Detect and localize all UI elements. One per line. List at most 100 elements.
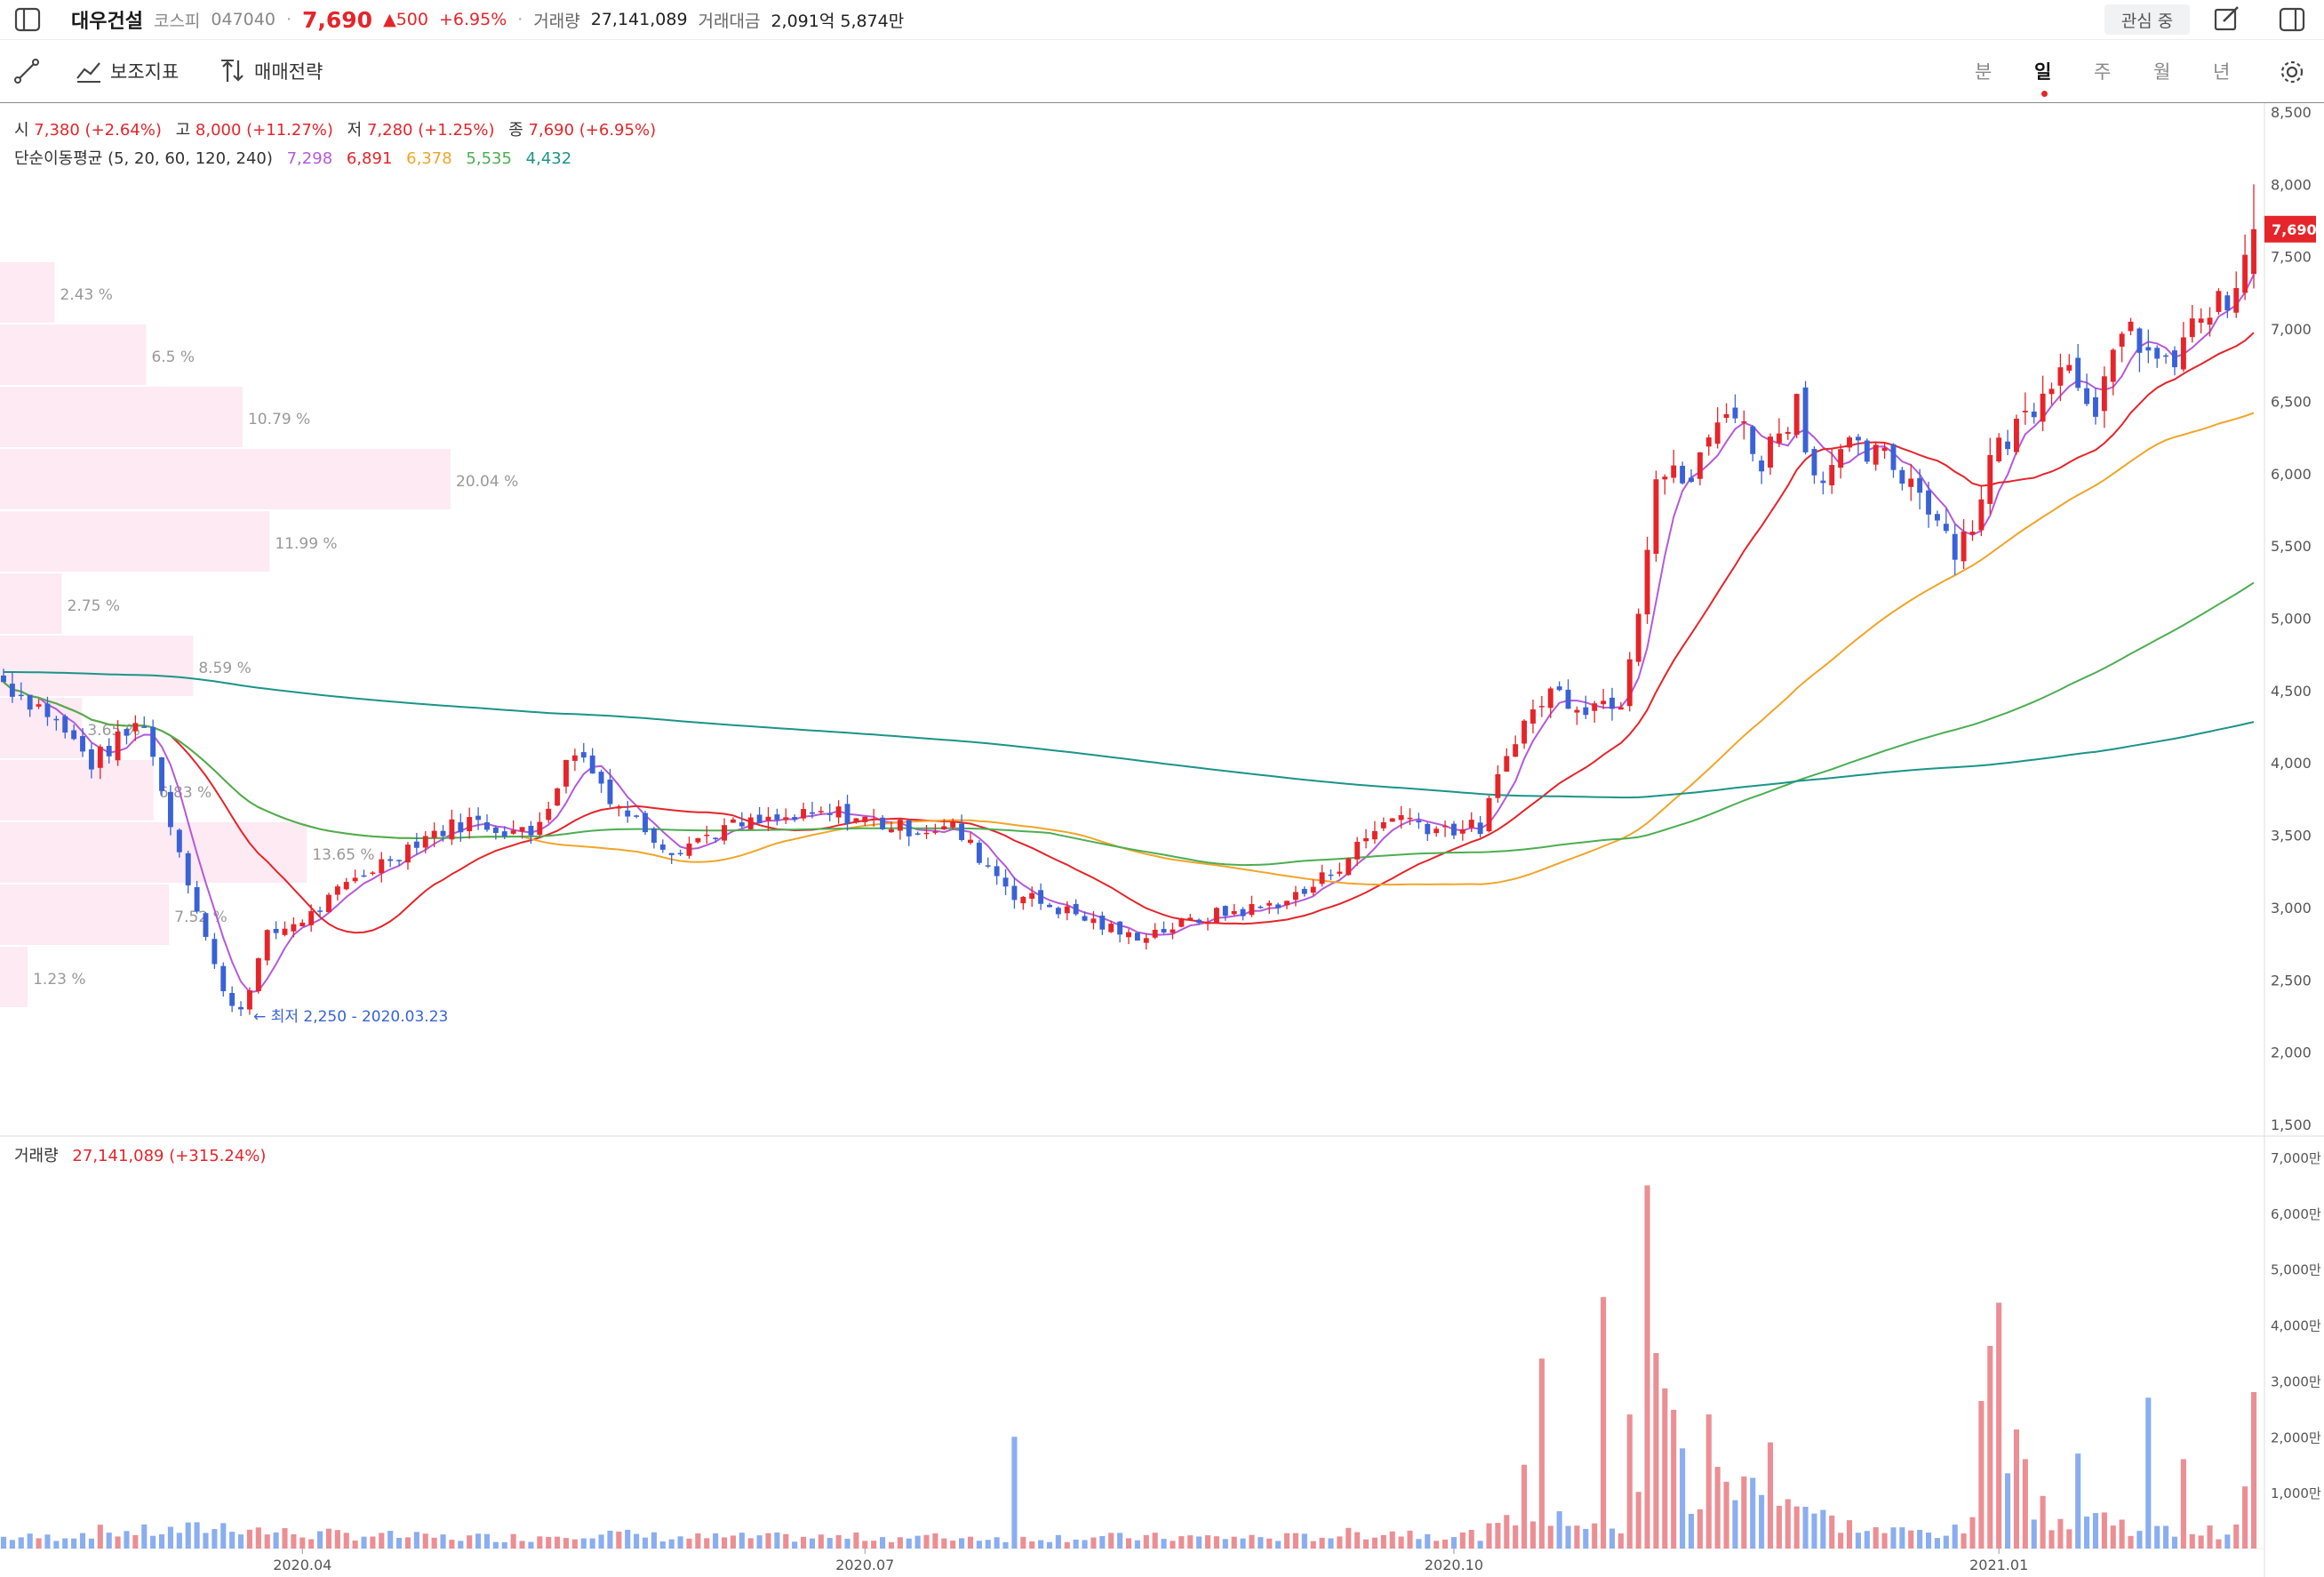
indicator-button[interactable]: 보조지표 bbox=[75, 56, 179, 86]
low-annotation: ← 최저 2,250 - 2020.03.23 bbox=[253, 1008, 448, 1026]
candle-body bbox=[976, 842, 982, 863]
edit-icon[interactable] bbox=[2211, 5, 2243, 34]
volume-bar bbox=[765, 1533, 771, 1549]
candle-body bbox=[2128, 321, 2134, 332]
ma5-line bbox=[3, 274, 2255, 994]
candle-body bbox=[1626, 659, 1633, 707]
profile-bar bbox=[0, 573, 62, 634]
volume-bar bbox=[449, 1540, 455, 1549]
volume-tick-label: 6,000만 bbox=[2271, 1206, 2321, 1222]
volume-bar bbox=[510, 1533, 516, 1549]
candle-body bbox=[528, 826, 534, 836]
candle-body bbox=[1732, 407, 1738, 419]
candle-body bbox=[2005, 441, 2011, 450]
price-axis: 8,500 8,000 7,500 7,000 6,500 6,000 5,500 5,000… bbox=[2264, 104, 2317, 1133]
volume-bar bbox=[1495, 1523, 1501, 1549]
candle-body bbox=[1996, 437, 2002, 461]
candle-body bbox=[1776, 433, 1782, 444]
low-value: 7,280 (+1.25%) bbox=[366, 121, 495, 140]
volume-bar bbox=[79, 1533, 86, 1549]
candle-body bbox=[2031, 411, 2037, 418]
candle-body bbox=[713, 837, 719, 839]
volume-bar bbox=[1556, 1511, 1562, 1549]
candle-body bbox=[1609, 697, 1615, 709]
candle-body bbox=[1978, 499, 1985, 531]
current-price-marker bbox=[2264, 215, 2316, 243]
profile-bar bbox=[0, 511, 270, 572]
candle-body bbox=[1847, 437, 1852, 448]
candle-body bbox=[185, 853, 191, 886]
candle-body bbox=[1363, 837, 1370, 842]
volume-bar bbox=[229, 1532, 236, 1549]
volume-bar bbox=[1741, 1476, 1747, 1549]
stock-name: 대우건설 bbox=[71, 11, 143, 33]
volume-bar bbox=[713, 1533, 719, 1549]
profile-label: 1.23 % bbox=[33, 971, 85, 989]
volume-bar bbox=[1873, 1527, 1879, 1549]
candle-body bbox=[334, 886, 340, 895]
candle-body bbox=[950, 821, 956, 828]
candle-body bbox=[159, 756, 164, 791]
volume-bar bbox=[2048, 1530, 2055, 1549]
candle-body bbox=[1442, 826, 1449, 828]
volume-bar bbox=[519, 1541, 525, 1549]
sidebar-toggle-icon[interactable] bbox=[12, 5, 44, 34]
volume-bar bbox=[176, 1533, 182, 1549]
candle-body bbox=[580, 752, 587, 758]
volume-bar bbox=[1785, 1499, 1791, 1549]
period-year-tab[interactable]: 년 bbox=[2213, 61, 2231, 83]
candle-body bbox=[809, 812, 815, 814]
volume-bar bbox=[792, 1541, 798, 1549]
panel-toggle-icon[interactable] bbox=[2277, 5, 2309, 34]
candle-body bbox=[941, 826, 947, 830]
period-month-tab[interactable]: 월 bbox=[2153, 61, 2171, 83]
separator: · bbox=[285, 10, 291, 29]
volume-bar bbox=[1328, 1538, 1334, 1549]
volume-bar bbox=[1029, 1541, 1035, 1549]
candle-body bbox=[1513, 744, 1519, 757]
volume-bar bbox=[1038, 1540, 1044, 1549]
volume-bar bbox=[994, 1537, 1000, 1549]
profile-bar bbox=[0, 324, 147, 385]
period-minute-tab[interactable]: 분 bbox=[1975, 61, 1993, 83]
strategy-button[interactable]: 매매전략 bbox=[219, 56, 323, 86]
volume-bar bbox=[352, 1541, 358, 1549]
volume-bar bbox=[976, 1541, 982, 1549]
candle-body bbox=[510, 830, 516, 834]
candle-body bbox=[722, 825, 727, 841]
volume-bar bbox=[431, 1537, 437, 1549]
candle-body bbox=[1038, 890, 1044, 904]
volume-bar bbox=[334, 1530, 340, 1549]
volume-bar bbox=[1152, 1533, 1158, 1549]
candle-body bbox=[229, 992, 236, 1006]
candle-body bbox=[475, 815, 482, 821]
profile-label: 2.75 % bbox=[68, 597, 120, 615]
drawing-tool-button[interactable] bbox=[12, 56, 41, 86]
candle-body bbox=[1477, 822, 1483, 835]
volume-bar bbox=[2084, 1517, 2090, 1549]
volume-bar bbox=[2031, 1519, 2037, 1549]
candle-body bbox=[212, 939, 218, 965]
volume-bar bbox=[625, 1529, 631, 1549]
volume-bar bbox=[1434, 1541, 1440, 1549]
candle-body bbox=[704, 835, 710, 837]
candle-body bbox=[1099, 915, 1106, 930]
volume-bar bbox=[774, 1532, 780, 1549]
candle-body bbox=[747, 817, 754, 829]
volume-bar bbox=[467, 1535, 473, 1549]
volume-bar bbox=[1459, 1532, 1465, 1549]
period-day-tab[interactable]: 일 bbox=[2034, 61, 2052, 83]
candle-body bbox=[167, 791, 173, 828]
candle-body bbox=[150, 726, 156, 757]
settings-gear-icon[interactable] bbox=[2278, 58, 2306, 86]
volume-bar bbox=[959, 1538, 965, 1549]
profile-label: 6.83 % bbox=[159, 784, 212, 802]
volume-bar bbox=[642, 1537, 649, 1549]
candle-body bbox=[555, 788, 561, 806]
candle-body bbox=[1450, 823, 1457, 836]
period-week-tab[interactable]: 주 bbox=[2094, 61, 2112, 83]
candle-body bbox=[994, 866, 1000, 877]
watchlist-button[interactable]: 관심 중 bbox=[2104, 4, 2190, 35]
candle-body bbox=[607, 779, 613, 805]
